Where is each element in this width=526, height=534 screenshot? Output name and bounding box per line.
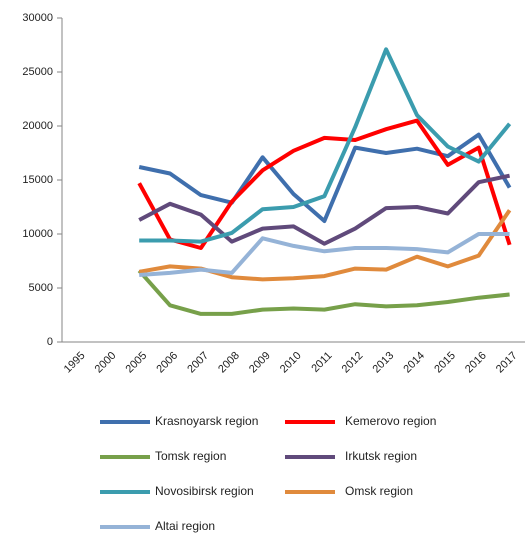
x-tick-label: 1995 bbox=[62, 350, 88, 376]
x-tick-label: 2016 bbox=[463, 350, 489, 376]
legend-label: Omsk region bbox=[345, 484, 413, 498]
x-tick-label: 2012 bbox=[340, 350, 366, 376]
x-tick-label: 2010 bbox=[278, 350, 304, 376]
legend-label: Krasnoyarsk region bbox=[155, 414, 258, 428]
y-tick-label: 15000 bbox=[22, 174, 53, 186]
x-tick-label: 2007 bbox=[185, 350, 211, 376]
x-tick-label: 2006 bbox=[154, 350, 180, 376]
y-tick-label: 20000 bbox=[22, 120, 53, 132]
x-tick-label: 2013 bbox=[370, 350, 396, 376]
x-tick-label: 2011 bbox=[309, 350, 334, 375]
series-line bbox=[138, 173, 511, 246]
series-line bbox=[138, 132, 512, 223]
y-tick-label: 25000 bbox=[22, 66, 53, 78]
x-tick-label: 2014 bbox=[401, 350, 427, 376]
x-tick-label: 2000 bbox=[93, 350, 119, 376]
x-tick-label: 2008 bbox=[216, 350, 242, 376]
series-line bbox=[137, 269, 510, 316]
x-tick-label: 2017 bbox=[494, 350, 520, 376]
y-tick-label: 10000 bbox=[22, 228, 53, 240]
legend-label: Irkutsk region bbox=[345, 449, 417, 463]
x-tick-label: 2009 bbox=[247, 350, 273, 376]
legend-label: Tomsk region bbox=[155, 449, 226, 463]
series-line bbox=[139, 232, 510, 277]
y-tick-label: 0 bbox=[47, 336, 53, 348]
legend-label: Novosibirsk region bbox=[155, 484, 254, 498]
series-line bbox=[137, 118, 512, 250]
legend-label: Altai region bbox=[155, 519, 215, 533]
legend-label: Kemerovo region bbox=[345, 414, 436, 428]
y-tick-label: 30000 bbox=[22, 12, 53, 24]
series-line bbox=[139, 47, 512, 244]
x-tick-label: 2015 bbox=[432, 350, 458, 376]
x-tick-label: 2005 bbox=[124, 350, 150, 376]
y-tick-label: 5000 bbox=[29, 282, 53, 294]
